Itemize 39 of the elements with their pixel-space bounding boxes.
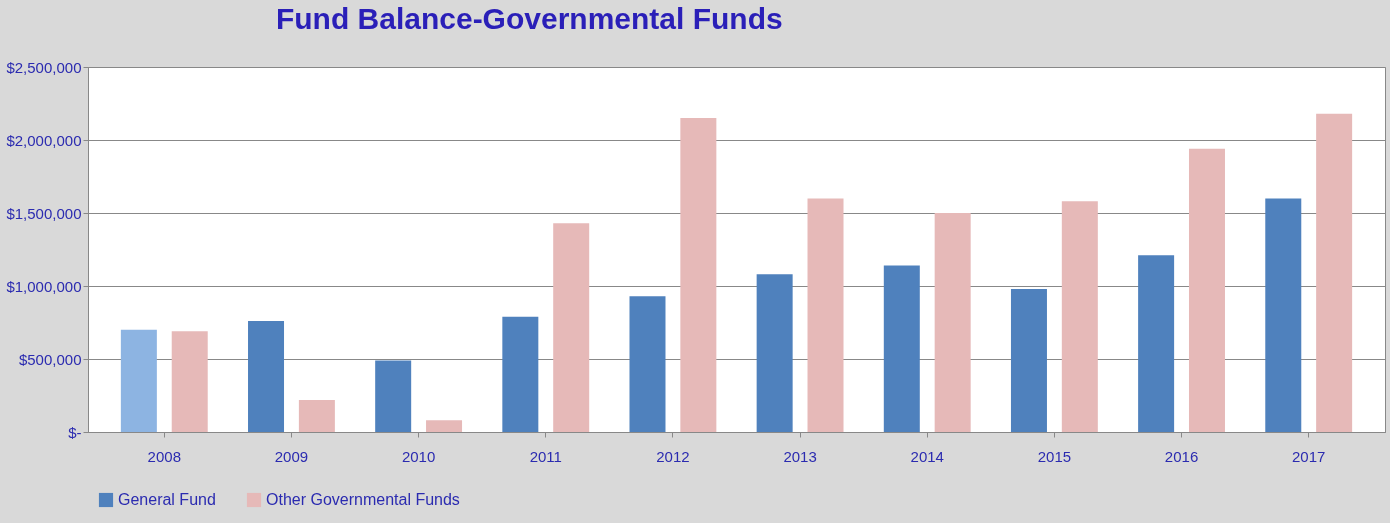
x-tick-label: 2015	[1037, 447, 1072, 465]
bar	[1138, 255, 1175, 432]
x-tick-label: 2017	[1292, 447, 1326, 465]
bar	[934, 213, 971, 432]
bar	[1061, 201, 1098, 432]
y-tick-label: $1,000,000	[6, 277, 82, 295]
y-tick-label: $2,000,000	[6, 131, 82, 149]
legend-label: General Fund	[118, 491, 216, 508]
chart-title: Fund Balance-Governmental Funds	[275, 2, 783, 35]
x-tick-label: 2009	[274, 447, 309, 465]
x-tick-label: 2014	[910, 447, 944, 465]
bar	[680, 118, 717, 432]
bar	[298, 399, 335, 432]
x-tick-label: 2012	[656, 447, 690, 465]
y-tick-label: $1,500,000	[6, 204, 82, 222]
bar	[171, 331, 208, 432]
bar	[1265, 198, 1302, 432]
bar	[502, 316, 539, 432]
bar	[807, 198, 844, 432]
bar	[426, 420, 463, 432]
bar	[1316, 113, 1353, 432]
bar	[375, 360, 412, 432]
bar	[883, 265, 920, 432]
x-tick-label: 2008	[147, 447, 181, 465]
bar	[629, 296, 666, 432]
x-tick-label: 2016	[1164, 447, 1199, 465]
bar	[120, 329, 157, 432]
legend-label: Other Governmental Funds	[266, 491, 460, 508]
y-tick-label: $500,000	[18, 350, 82, 368]
bar	[248, 321, 285, 432]
x-tick-label: 2010	[401, 447, 436, 465]
bar	[553, 223, 590, 432]
y-tick-label: $2,500,000	[6, 58, 82, 76]
bar	[1010, 288, 1047, 432]
bar	[756, 274, 793, 432]
x-tick-label: 2011	[529, 447, 562, 465]
y-tick-label: $-	[68, 423, 82, 441]
x-tick-label: 2013	[783, 447, 817, 465]
bar	[1188, 148, 1225, 432]
